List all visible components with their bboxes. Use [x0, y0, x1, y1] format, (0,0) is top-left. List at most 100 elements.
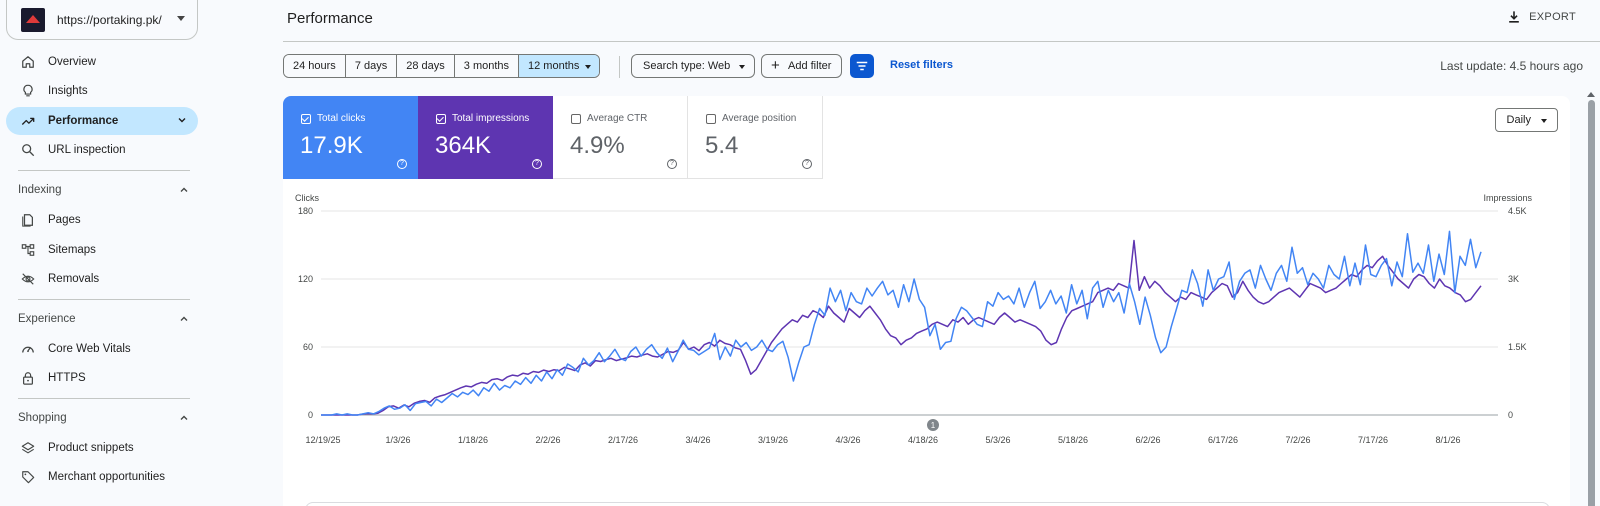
- metric-label-text: Total impressions: [452, 113, 530, 124]
- date-range-group: 24 hours 7 days 28 days 3 months 12 months: [283, 54, 601, 78]
- sidebar-item-pages[interactable]: Pages: [6, 206, 198, 234]
- sidebar-item-label: Pages: [48, 214, 81, 226]
- x-tick-label: 4/3/26: [835, 435, 860, 445]
- metric-average-ctr[interactable]: Average CTR 4.9% ?: [553, 96, 688, 179]
- x-tick-label: 4/18/26: [908, 435, 938, 445]
- section-title: Shopping: [18, 412, 67, 424]
- help-icon[interactable]: ?: [802, 159, 812, 169]
- x-tick-label: 1/3/26: [385, 435, 410, 445]
- metric-label-text: Average CTR: [587, 113, 648, 124]
- sidebar-item-label: Product snippets: [48, 442, 134, 454]
- sidebar-item-sitemaps[interactable]: Sitemaps: [6, 236, 198, 264]
- sidebar-item-product-snippets[interactable]: Product snippets: [6, 434, 198, 462]
- checkbox[interactable]: [571, 113, 581, 124]
- last-update-text: Last update: 4.5 hours ago: [1440, 59, 1583, 73]
- pages-icon: [20, 212, 36, 228]
- y2-tick-label: 1.5K: [1508, 342, 1527, 352]
- tag-icon: [20, 469, 36, 485]
- sidebar-item-https[interactable]: HTTPS: [6, 364, 198, 392]
- chevron-down-icon: [177, 16, 185, 21]
- metric-label: Total impressions: [436, 113, 529, 124]
- filter-settings-button[interactable]: [850, 54, 874, 78]
- metric-value: 17.9K: [300, 132, 363, 159]
- checkbox[interactable]: [706, 113, 716, 124]
- section-shopping[interactable]: Shopping: [18, 408, 198, 428]
- date-range-12-months[interactable]: 12 months: [519, 55, 600, 77]
- sidebar-divider: [18, 170, 190, 171]
- section-indexing[interactable]: Indexing: [18, 180, 198, 200]
- date-range-28-days[interactable]: 28 days: [397, 55, 455, 77]
- sidebar-item-overview[interactable]: Overview: [6, 48, 198, 76]
- page-header: Performance EXPORT: [283, 0, 1600, 42]
- next-card-edge: [305, 502, 1550, 506]
- scroll-up-arrow-icon[interactable]: [1587, 92, 1595, 97]
- sitemap-icon: [20, 242, 36, 258]
- y-tick-label: 120: [298, 274, 313, 284]
- checkbox[interactable]: [436, 113, 446, 124]
- chevron-down-icon: [178, 118, 186, 123]
- help-icon[interactable]: ?: [397, 159, 407, 169]
- x-tick-label: 1/18/26: [458, 435, 488, 445]
- metric-average-position[interactable]: Average position 5.4 ?: [688, 96, 823, 179]
- search-type-dropdown[interactable]: Search type: Web: [631, 54, 756, 78]
- sidebar-item-url-inspection[interactable]: URL inspection: [6, 136, 198, 164]
- date-range-7-days[interactable]: 7 days: [345, 55, 398, 77]
- sidebar-item-merchant-opportunities[interactable]: Merchant opportunities: [6, 463, 198, 491]
- sidebar-divider: [18, 299, 190, 300]
- sidebar-item-removals[interactable]: Removals: [6, 265, 198, 293]
- metric-value: 5.4: [705, 132, 739, 159]
- granularity-dropdown[interactable]: Daily: [1494, 108, 1558, 132]
- sidebar-item-label: URL inspection: [48, 144, 126, 156]
- sidebar-item-core-web-vitals[interactable]: Core Web Vitals: [6, 335, 198, 363]
- scrollbar[interactable]: [1587, 92, 1595, 506]
- performance-card: Total clicks 17.9K ? Total impressions 3…: [283, 96, 1570, 506]
- metric-value: 364K: [435, 132, 492, 159]
- reset-filters-link[interactable]: Reset filters: [890, 59, 953, 71]
- date-range-3-months[interactable]: 3 months: [454, 55, 520, 77]
- add-filter-button[interactable]: Add filter: [761, 54, 843, 78]
- visibility-off-icon: [20, 271, 36, 287]
- sidebar-divider: [18, 398, 190, 399]
- annotation-marker: [927, 419, 939, 431]
- section-experience[interactable]: Experience: [18, 309, 198, 329]
- metric-label: Total clicks: [301, 113, 365, 124]
- metric-label: Average CTR: [571, 113, 647, 124]
- sidebar-item-label: Performance: [48, 115, 119, 127]
- scroll-thumb[interactable]: [1588, 100, 1595, 506]
- date-range-24-hours[interactable]: 24 hours: [284, 55, 346, 77]
- sidebar-item-label: Insights: [48, 85, 88, 97]
- lock-icon: [20, 370, 36, 386]
- x-tick-label: 8/1/26: [1435, 435, 1460, 445]
- chevron-up-icon: [180, 187, 188, 192]
- metric-label: Average position: [706, 113, 796, 124]
- metric-value: 4.9%: [570, 132, 625, 159]
- help-icon[interactable]: ?: [667, 159, 677, 169]
- sidebar: https://portaking.pk/ Overview Insights …: [0, 0, 206, 506]
- metric-total-impressions[interactable]: Total impressions 364K ?: [418, 96, 553, 179]
- home-icon: [20, 54, 36, 70]
- lightbulb-icon: [20, 83, 36, 99]
- sidebar-item-label: Core Web Vitals: [48, 343, 131, 355]
- chevron-up-icon: [180, 316, 188, 321]
- y-axis-title-impressions: Impressions: [1483, 193, 1532, 203]
- section-title: Indexing: [18, 184, 62, 196]
- y2-tick-label: 0: [1508, 410, 1513, 420]
- export-button[interactable]: EXPORT: [1507, 10, 1576, 24]
- x-tick-label: 3/19/26: [758, 435, 788, 445]
- search-icon: [20, 142, 36, 158]
- property-url: https://portaking.pk/: [57, 12, 162, 27]
- chevron-up-icon: [180, 415, 188, 420]
- series-line-impressions: [321, 239, 1482, 416]
- series-line-clicks: [321, 230, 1482, 416]
- export-label: EXPORT: [1529, 11, 1576, 23]
- property-selector[interactable]: https://portaking.pk/: [6, 0, 198, 40]
- checkbox[interactable]: [301, 113, 311, 124]
- help-icon[interactable]: ?: [532, 159, 542, 169]
- x-tick-label: 2/2/26: [535, 435, 560, 445]
- y-tick-label: 0: [308, 410, 313, 420]
- metric-total-clicks[interactable]: Total clicks 17.9K ?: [283, 96, 418, 179]
- sidebar-item-label: Sitemaps: [48, 244, 96, 256]
- sidebar-item-performance[interactable]: Performance: [6, 107, 198, 135]
- filter-list-icon: [856, 61, 868, 71]
- sidebar-item-insights[interactable]: Insights: [6, 77, 198, 105]
